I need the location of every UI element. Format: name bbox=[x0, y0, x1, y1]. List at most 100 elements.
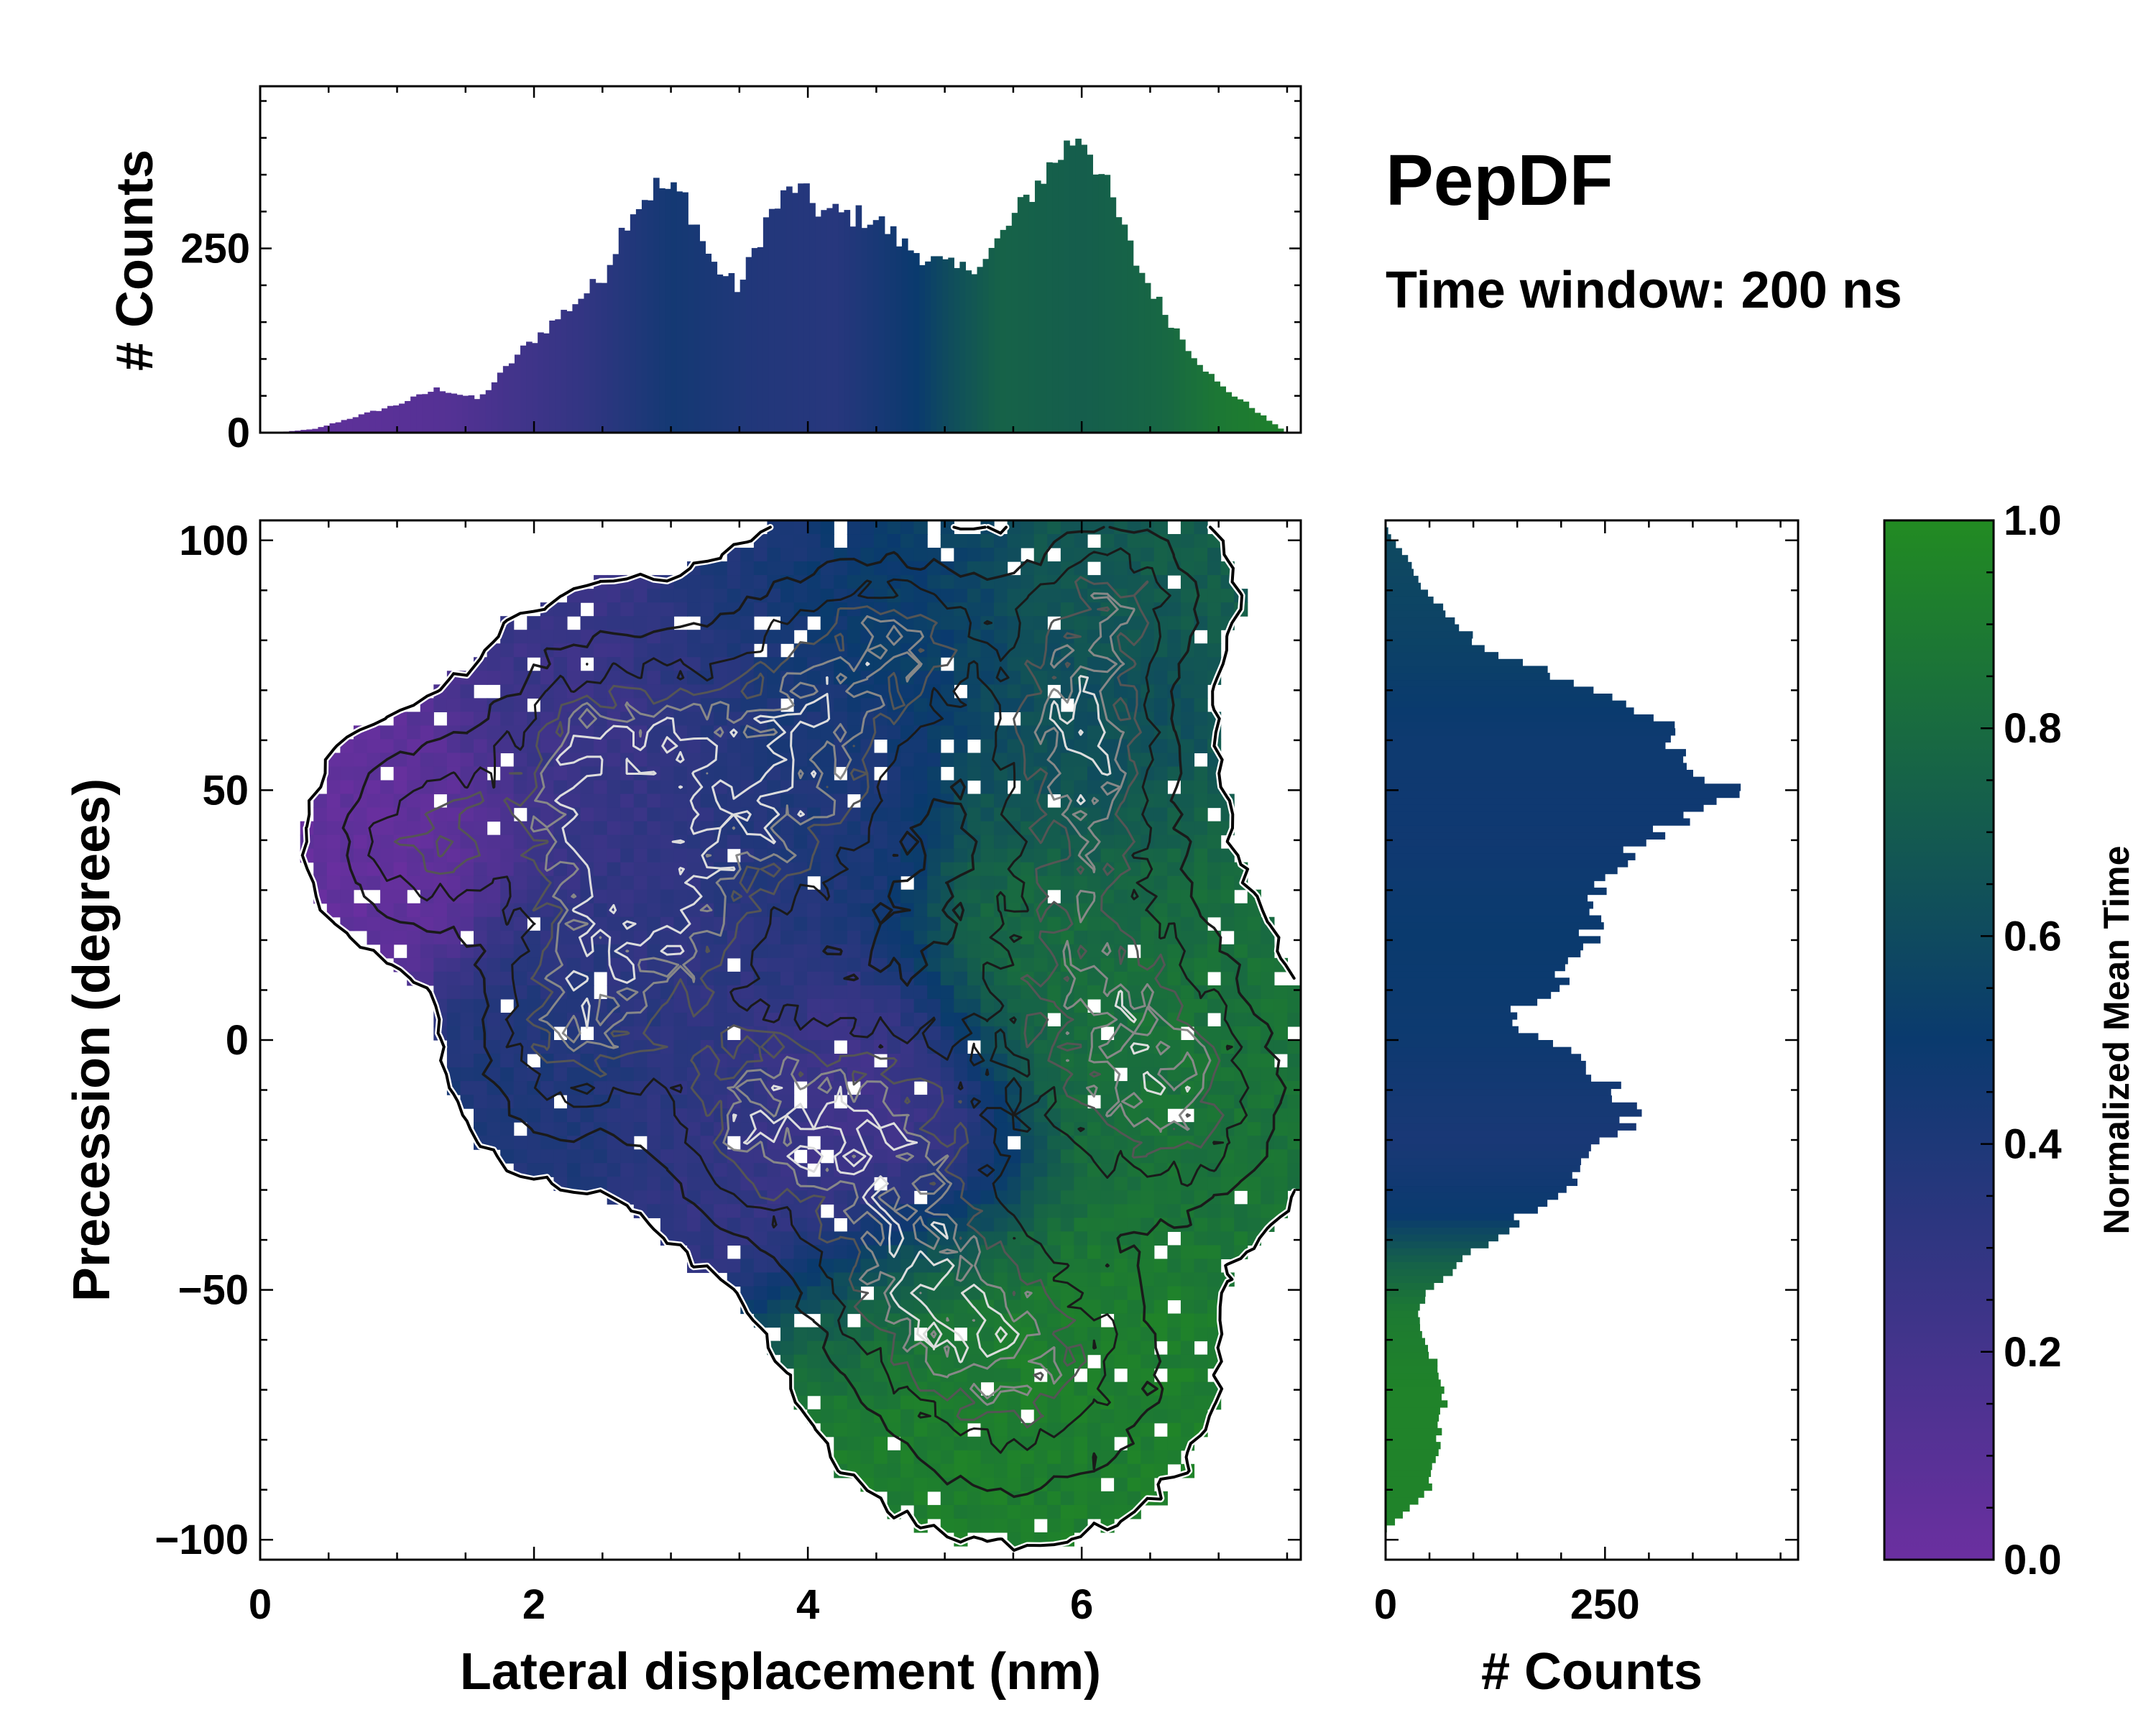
heatmap-cell bbox=[820, 998, 834, 1013]
heatmap-cell bbox=[807, 698, 821, 712]
top-histogram-bar bbox=[676, 191, 683, 433]
heatmap-cell bbox=[1220, 1054, 1235, 1068]
heatmap-cell bbox=[1021, 671, 1035, 685]
heatmap-cell bbox=[714, 630, 728, 644]
heatmap-cell bbox=[594, 739, 608, 754]
heatmap-cell bbox=[1114, 1381, 1128, 1397]
heatmap-cell bbox=[660, 753, 675, 768]
heatmap-cell bbox=[1207, 1149, 1222, 1164]
heatmap-cell bbox=[887, 1354, 901, 1369]
heatmap-cell bbox=[367, 834, 381, 850]
heatmap-cell bbox=[727, 766, 741, 781]
heatmap-cell bbox=[940, 616, 954, 630]
heatmap-cell bbox=[1247, 1108, 1261, 1123]
heatmap-cell bbox=[834, 1409, 848, 1424]
heatmap-cell bbox=[940, 684, 954, 699]
heatmap-cell bbox=[500, 834, 515, 850]
right-histogram-bar bbox=[1386, 984, 1560, 993]
heatmap-cell bbox=[660, 807, 675, 822]
heatmap-cell bbox=[767, 957, 781, 972]
heatmap-cell bbox=[927, 548, 941, 562]
plot-title: PepDF bbox=[1386, 140, 1613, 221]
heatmap-cell bbox=[1261, 1108, 1275, 1123]
heatmap-cell bbox=[753, 930, 768, 945]
heatmap-cell bbox=[1021, 712, 1035, 726]
heatmap-cell bbox=[1207, 1204, 1222, 1218]
heatmap-cell bbox=[820, 589, 834, 603]
heatmap-cell bbox=[1153, 1259, 1168, 1274]
heatmap-cell bbox=[1087, 753, 1102, 768]
top-histogram-bar bbox=[451, 393, 458, 433]
heatmap-cell bbox=[340, 834, 354, 850]
heatmap-cell bbox=[407, 944, 421, 959]
heatmap-cell bbox=[1114, 889, 1128, 904]
heatmap-cell bbox=[487, 985, 501, 1000]
heatmap-cell bbox=[474, 889, 488, 904]
heatmap-cell bbox=[1207, 903, 1222, 918]
heatmap-cell bbox=[1047, 916, 1061, 932]
heatmap-cell bbox=[513, 1040, 528, 1054]
heatmap-cell bbox=[873, 630, 888, 644]
heatmap-cell bbox=[980, 807, 995, 822]
heatmap-cell bbox=[687, 1177, 701, 1191]
heatmap-cell bbox=[994, 1012, 1008, 1027]
heatmap-cell bbox=[1100, 985, 1115, 1000]
right-histogram-bar bbox=[1386, 1026, 1519, 1034]
heatmap-cell bbox=[553, 930, 568, 945]
heatmap-cell bbox=[446, 1012, 461, 1027]
heatmap-cell bbox=[940, 712, 954, 726]
heatmap-cell bbox=[1060, 534, 1075, 548]
top-histogram-bar bbox=[375, 410, 382, 433]
right-histogram-bar bbox=[1386, 1164, 1580, 1172]
heatmap-cell bbox=[540, 671, 555, 685]
heatmap-cell bbox=[727, 616, 741, 630]
heatmap-cell bbox=[446, 1040, 461, 1054]
heatmap-cell bbox=[1127, 1286, 1141, 1301]
heatmap-cell bbox=[980, 548, 995, 562]
heatmap-cell bbox=[1033, 1450, 1048, 1465]
right-histogram-bar bbox=[1386, 797, 1717, 805]
heatmap-cell bbox=[807, 916, 821, 932]
heatmap-cell bbox=[1167, 712, 1181, 726]
heatmap-cell bbox=[660, 1026, 675, 1041]
heatmap-cell bbox=[1167, 1204, 1181, 1218]
top-histogram-bar bbox=[740, 280, 747, 433]
heatmap-cell bbox=[633, 1163, 648, 1177]
heatmap-cell bbox=[940, 1122, 954, 1136]
top-histogram-bar bbox=[410, 396, 417, 433]
heatmap-cell bbox=[1087, 1136, 1102, 1150]
top-histogram-bar bbox=[728, 272, 735, 433]
heatmap-cell bbox=[994, 780, 1008, 795]
heatmap-cell bbox=[1087, 671, 1102, 685]
heatmap-cell bbox=[887, 725, 901, 740]
heatmap-cell bbox=[1180, 930, 1195, 945]
heatmap-cell bbox=[1127, 1177, 1141, 1191]
heatmap-cell bbox=[714, 1204, 728, 1218]
heatmap-cell bbox=[594, 671, 608, 685]
heatmap-cell bbox=[873, 657, 888, 671]
top-histogram-bar bbox=[942, 259, 949, 433]
heatmap-cell bbox=[393, 753, 407, 768]
top-histogram-bar bbox=[566, 310, 573, 433]
top-histogram-bar bbox=[1138, 272, 1146, 433]
heatmap-cell bbox=[700, 889, 714, 904]
heatmap-cell bbox=[994, 916, 1008, 932]
right-histogram-bar bbox=[1386, 1358, 1438, 1366]
heatmap-cell bbox=[500, 780, 515, 795]
heatmap-cell bbox=[513, 698, 528, 712]
heatmap-cell bbox=[834, 1395, 848, 1410]
heatmap-cell bbox=[700, 930, 714, 945]
heatmap-cell bbox=[740, 616, 755, 630]
heatmap-cell bbox=[1007, 657, 1021, 671]
heatmap-cell bbox=[860, 903, 875, 918]
heatmap-cell bbox=[727, 561, 741, 576]
heatmap-cell bbox=[847, 589, 861, 603]
heatmap-cell bbox=[847, 875, 861, 891]
heatmap-cell bbox=[487, 1122, 501, 1136]
heatmap-cell bbox=[340, 753, 354, 768]
heatmap-cell bbox=[527, 889, 541, 904]
right-histogram-bar bbox=[1386, 700, 1626, 708]
main-xtick-label: 0 bbox=[249, 1581, 272, 1628]
heatmap-cell bbox=[380, 889, 395, 904]
top-histogram-bar bbox=[474, 399, 481, 433]
